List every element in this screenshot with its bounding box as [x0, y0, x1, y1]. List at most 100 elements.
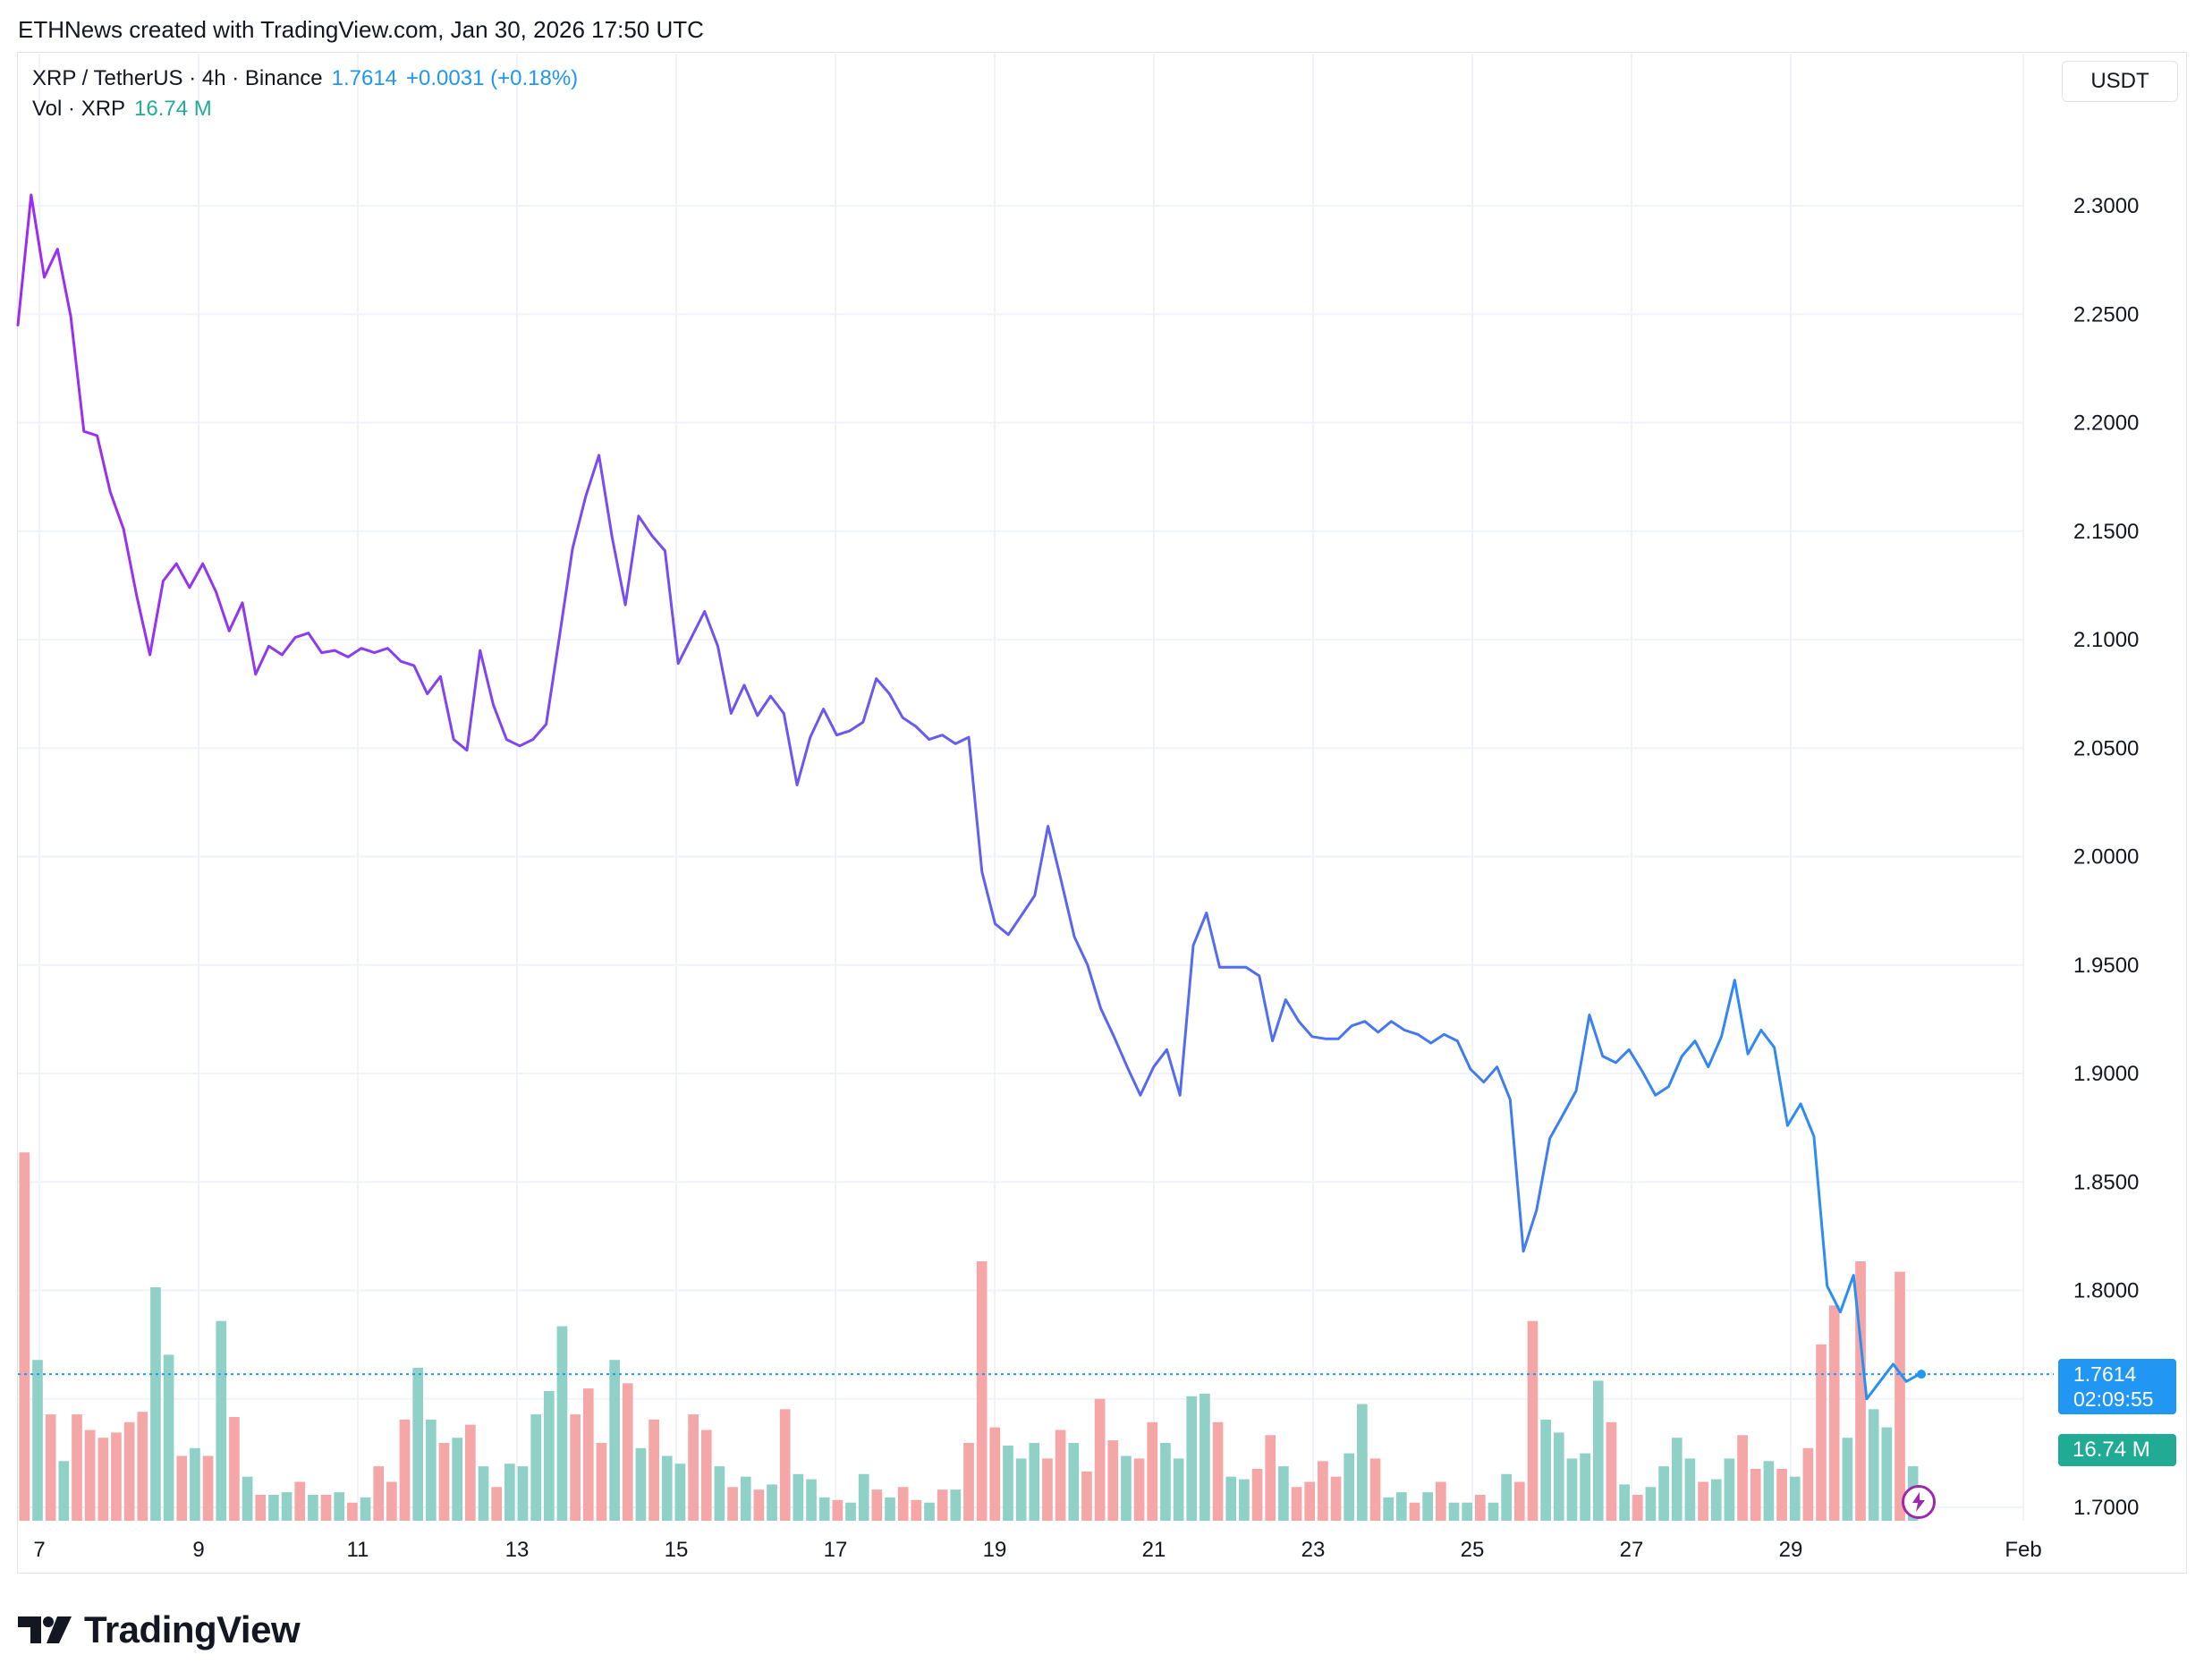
y-tick-label-3: 2.1500 — [2073, 520, 2139, 544]
volume-bar-101 — [1344, 1453, 1355, 1521]
volume-bar-48 — [648, 1419, 659, 1521]
x-tick-label-6: 19 — [983, 1538, 1007, 1562]
volume-bar-76 — [1015, 1458, 1027, 1521]
price-change-value: +0.0031 (+0.18%) — [406, 66, 579, 90]
volume-bar-74 — [989, 1427, 1001, 1521]
volume-bar-99 — [1318, 1461, 1328, 1521]
y-tick-label-4: 2.1000 — [2073, 628, 2139, 652]
volume-bar-43 — [582, 1388, 594, 1521]
volume-bar-17 — [242, 1476, 253, 1521]
volume-bar-35 — [478, 1466, 489, 1521]
volume-bar-78 — [1042, 1458, 1053, 1521]
volume-bar-29 — [399, 1419, 411, 1521]
volume-bar-38 — [517, 1466, 529, 1521]
volume-bar-128 — [1698, 1481, 1708, 1521]
price-line — [16, 193, 1921, 1401]
volume-bar-10 — [150, 1287, 161, 1521]
volume-bar-98 — [1304, 1481, 1316, 1521]
volume-bar-53 — [714, 1466, 725, 1521]
y-axis[interactable]: 2.3000 2.2500 2.2000 2.1500 2.1000 2.0500 2.00… — [2073, 194, 2139, 1520]
volume-bar-97 — [1291, 1487, 1302, 1521]
last-price-dot — [1917, 1370, 1926, 1379]
volume-bar-92 — [1225, 1476, 1237, 1521]
volume-bar-90 — [1199, 1393, 1210, 1521]
lightning-icon[interactable] — [1902, 1485, 1936, 1519]
volume-bar-5 — [84, 1430, 96, 1521]
volume-bar-28 — [386, 1481, 397, 1521]
volume-bar-138 — [1828, 1305, 1840, 1521]
volume-legend[interactable]: Vol · XRP 16.74 M — [32, 97, 221, 122]
volume-bar-11 — [163, 1354, 174, 1521]
y-tick-label-12: 1.7000 — [2073, 1496, 2139, 1520]
volume-bar-85 — [1133, 1458, 1145, 1521]
volume-bar-12 — [176, 1455, 188, 1521]
volume-bar-87 — [1160, 1443, 1171, 1521]
y-tick-label-6: 2.0000 — [2073, 845, 2139, 870]
volume-bar-79 — [1055, 1430, 1066, 1521]
y-tick-label-10: 1.8000 — [2073, 1279, 2139, 1303]
volume-bar-71 — [950, 1489, 962, 1521]
symbol-label[interactable]: XRP / TetherUS · 4h · Binance — [32, 66, 323, 90]
volume-bar-119 — [1580, 1453, 1590, 1521]
volume-bar-20 — [281, 1492, 292, 1521]
volume-bar-27 — [373, 1466, 385, 1521]
volume-bar-56 — [753, 1489, 765, 1521]
volume-bar-142 — [1881, 1427, 1893, 1521]
bolt-glyph — [1912, 1492, 1925, 1512]
volume-bar-118 — [1566, 1458, 1578, 1521]
volume-bar-114 — [1513, 1481, 1525, 1521]
volume-bar-18 — [255, 1495, 267, 1521]
volume-bar-122 — [1619, 1484, 1630, 1521]
volume-bar-140 — [1855, 1261, 1866, 1521]
x-axis[interactable]: 7 9 11 13 15 17 19 21 23 25 27 29 Feb — [33, 1538, 2041, 1562]
volume-bar-130 — [1724, 1458, 1735, 1521]
x-tick-label-3: 13 — [505, 1538, 530, 1562]
chart-frame — [17, 52, 2187, 1574]
volume-bar-77 — [1029, 1443, 1040, 1521]
volume-bar-121 — [1606, 1421, 1617, 1521]
volume-bar-107 — [1422, 1492, 1434, 1521]
volume-bar-139 — [1842, 1438, 1853, 1521]
x-tick-label-11: 29 — [1779, 1538, 1803, 1562]
volume-bar-55 — [740, 1476, 751, 1521]
volume-bar-69 — [924, 1502, 935, 1521]
volume-bar-110 — [1462, 1502, 1472, 1521]
x-tick-label-0: 7 — [33, 1538, 45, 1562]
volume-bar-36 — [491, 1487, 502, 1521]
volume-bar-62 — [832, 1499, 843, 1521]
volume-bar-136 — [1802, 1447, 1814, 1521]
currency-button[interactable]: USDT — [2062, 61, 2178, 102]
volume-bar-67 — [897, 1487, 909, 1521]
volume-bar-93 — [1239, 1479, 1250, 1521]
y-tick-label-9: 1.8500 — [2073, 1170, 2139, 1194]
volume-bar-70 — [937, 1489, 948, 1521]
volume-bar-113 — [1501, 1473, 1512, 1521]
volume-bar-44 — [596, 1443, 607, 1521]
volume-bar-72 — [963, 1443, 974, 1521]
volume-bar-89 — [1186, 1396, 1198, 1521]
volume-bar-0 — [19, 1152, 30, 1521]
volume-bar-3 — [58, 1461, 70, 1521]
volume-bar-82 — [1094, 1398, 1106, 1521]
volume-bar-86 — [1147, 1421, 1158, 1521]
volume-bar-83 — [1107, 1440, 1119, 1521]
volume-bar-23 — [320, 1495, 332, 1521]
volume-bar-46 — [622, 1383, 633, 1521]
symbol-legend[interactable]: XRP / TetherUS · 4h · Binance 1.7614 +0.00… — [32, 66, 587, 91]
volume-bar-16 — [229, 1417, 240, 1521]
last-price-tag: 1.7614 02:09:55 — [2058, 1359, 2176, 1414]
volume-bar-58 — [779, 1409, 791, 1521]
volume-bar-84 — [1121, 1455, 1132, 1521]
volume-tag: 16.74 M — [2058, 1434, 2176, 1466]
volume-bar-116 — [1540, 1419, 1551, 1521]
volume-value: 16.74 M — [134, 97, 212, 121]
volume-bar-45 — [609, 1360, 620, 1521]
volume-bar-9 — [137, 1412, 148, 1521]
tradingview-logo[interactable]: TradingView — [18, 1608, 301, 1651]
volume-bar-40 — [543, 1391, 555, 1521]
y-tick-label-0: 2.3000 — [2073, 194, 2139, 218]
grid-lines — [18, 54, 2024, 1521]
volume-bar-135 — [1789, 1476, 1801, 1521]
volume-bar-4 — [72, 1414, 82, 1521]
